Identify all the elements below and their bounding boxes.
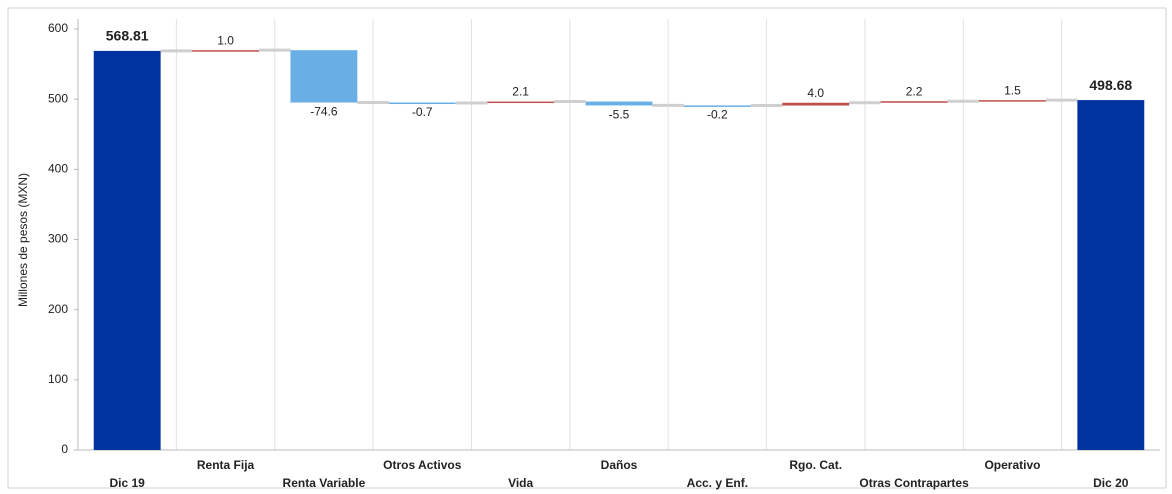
x-tick-label: Acc. y Enf.: [687, 476, 748, 490]
x-tick-label: Vida: [508, 476, 533, 490]
bar: [880, 101, 948, 103]
value-label: 1.5: [1004, 83, 1021, 97]
value-label: 2.2: [906, 84, 923, 98]
bar: [487, 101, 555, 104]
value-label: -5.5: [609, 108, 630, 122]
x-tick-label: Operativo: [984, 458, 1040, 472]
bar: [585, 101, 653, 106]
value-label: 568.81: [106, 28, 149, 44]
bar: [979, 100, 1046, 102]
bar: [1077, 100, 1145, 450]
value-label: 498.68: [1089, 77, 1132, 93]
bar: [683, 105, 751, 107]
x-tick-label: Daños: [601, 458, 638, 472]
bar: [192, 50, 259, 52]
x-tick-label: Otras Contrapartes: [859, 476, 969, 490]
x-tick-label: Otros Activos: [383, 458, 462, 472]
y-tick-label: 400: [48, 162, 68, 176]
x-tick-label: Renta Variable: [283, 476, 366, 490]
x-tick-label: Rgo. Cat.: [789, 458, 842, 472]
y-tick-label: 600: [48, 21, 68, 35]
x-tick-label: Renta Fija: [197, 458, 255, 472]
value-label: -0.2: [707, 108, 728, 122]
chart-border: [7, 7, 1167, 489]
y-tick-label: 500: [48, 91, 68, 105]
y-tick-label: 100: [48, 372, 68, 386]
y-tick-label: 300: [48, 232, 68, 246]
value-label: -74.6: [310, 105, 338, 119]
x-tick-label: Dic 20: [1093, 476, 1129, 490]
value-label: 1.0: [217, 33, 234, 47]
y-axis-label: Millones de pesos (MXN): [16, 173, 30, 307]
y-tick-label: 200: [48, 302, 68, 316]
value-label: 4.0: [807, 86, 824, 100]
value-label: 2.1: [512, 85, 529, 99]
value-label: -0.7: [412, 105, 433, 119]
y-tick-label: 0: [61, 442, 68, 456]
bar: [93, 50, 161, 451]
x-tick-label: Dic 19: [110, 476, 146, 490]
bar: [782, 102, 850, 106]
bar: [290, 50, 358, 103]
bar: [388, 102, 456, 105]
